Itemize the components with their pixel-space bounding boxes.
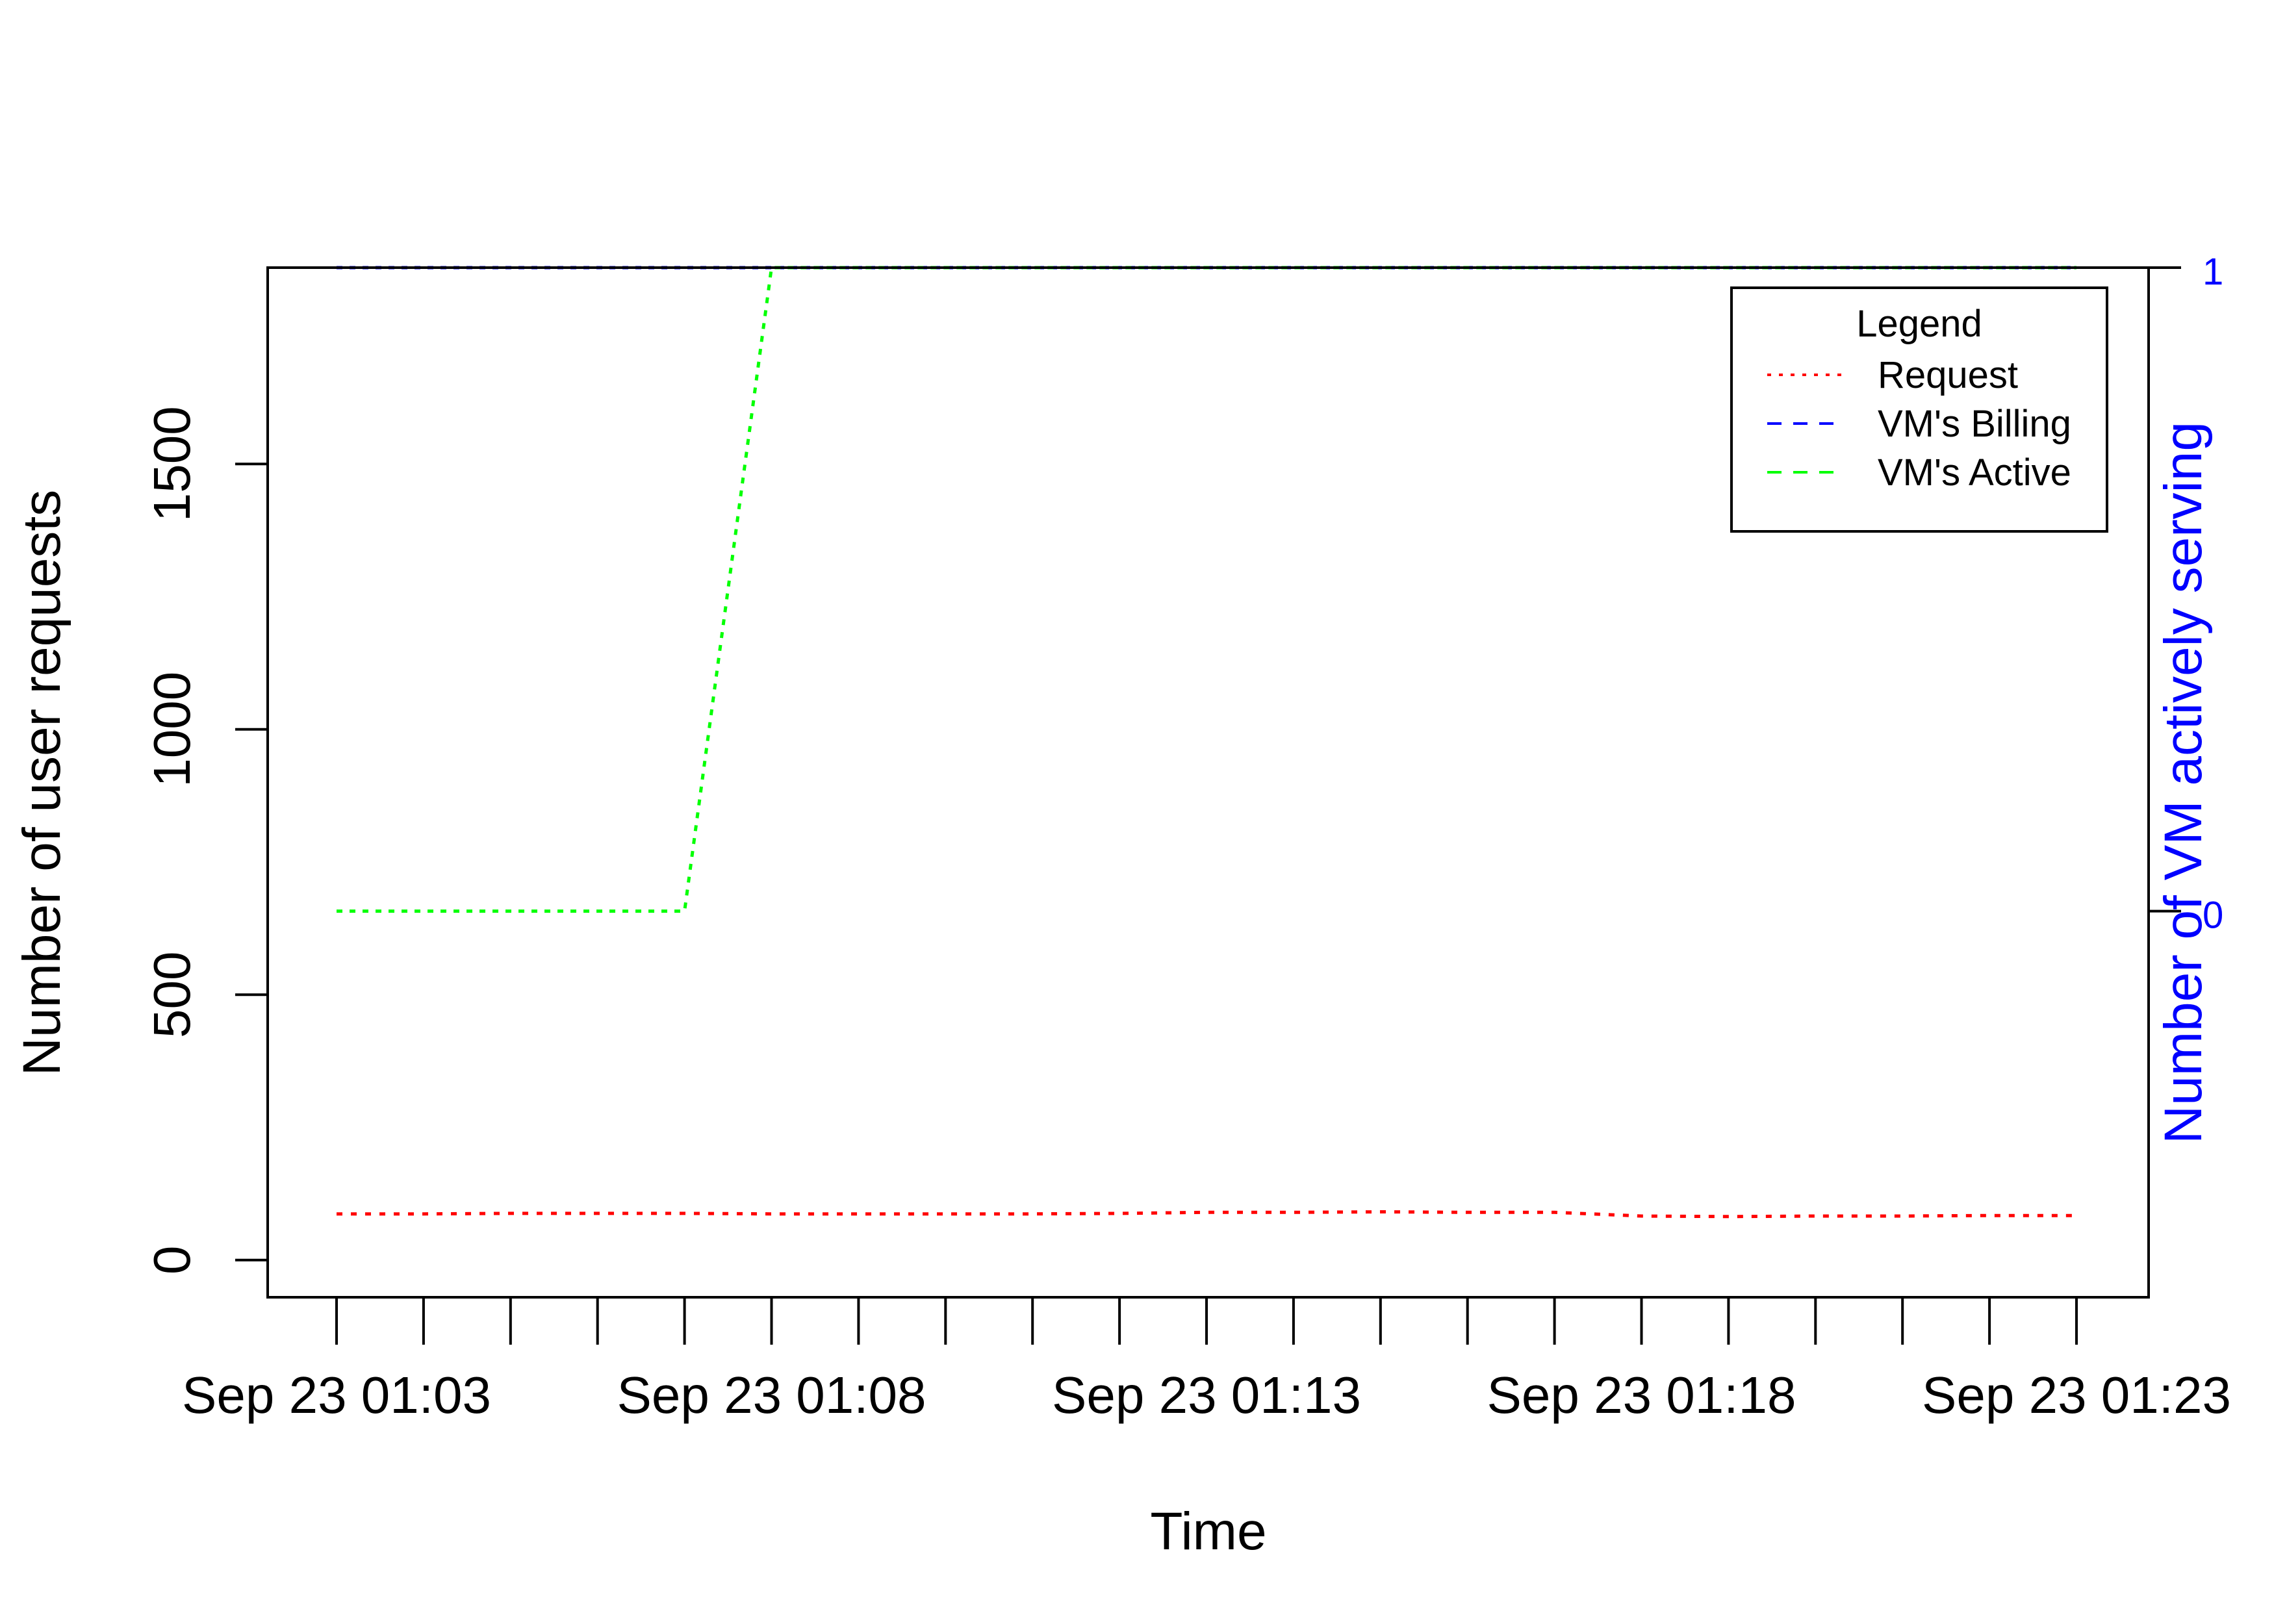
y2-axis-title: Number of VM actively serving [2154,422,2213,1144]
legend-title: Legend [1856,303,1982,345]
y2-tick-label-1: 1 [2203,251,2223,293]
y-tick-label-3: 1500 [143,406,201,522]
y2-tick-label-0: 0 [2203,894,2223,937]
y-tick-label-2: 1000 [143,672,201,787]
legend: Legend Request VM's Billing VM's Active [1730,286,2108,533]
x-tick-label-2: Sep 23 01:13 [1052,1366,1361,1424]
y-axis-title: Number of user requests [12,490,71,1076]
x-tick-label-0: Sep 23 01:03 [182,1366,491,1424]
series-line-0 [337,1210,2076,1219]
legend-label-1: VM's Billing [1878,403,2071,445]
axes: Sep 23 01:03 Sep 23 01:08 Sep 23 01:13 Sep … [12,251,2231,1561]
legend-label-0: Request [1878,354,2018,396]
x-tick-label-4: Sep 23 01:23 [1922,1366,2231,1424]
x-tick-label-1: Sep 23 01:08 [617,1366,926,1424]
legend-label-2: VM's Active [1878,451,2071,494]
x-axis-title: Time [1150,1502,1266,1561]
legend-box [1730,286,2108,533]
y-tick-label-0: 0 [143,1246,201,1275]
y-tick-label-1: 500 [143,952,201,1038]
x-tick-label-3: Sep 23 01:18 [1487,1366,1796,1424]
plot-frame [266,266,2150,1299]
